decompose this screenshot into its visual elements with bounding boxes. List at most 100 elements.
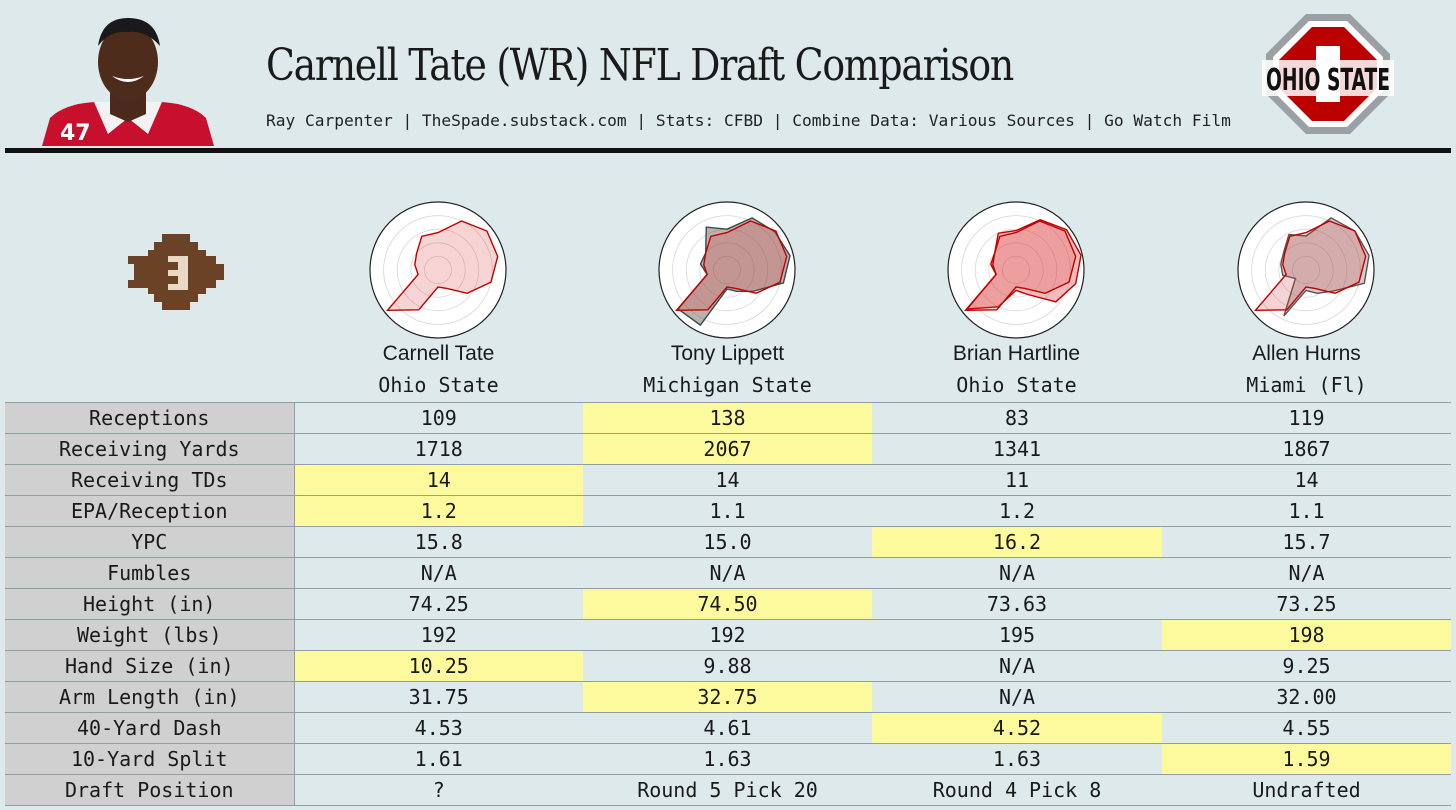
stat-cell: N/A	[583, 557, 872, 589]
stat-cell: 31.75	[294, 681, 583, 713]
player-school: Michigan State	[643, 373, 812, 397]
ohio-state-logo: OHIO STATE	[1262, 14, 1394, 134]
row-label: Weight (lbs)	[5, 619, 295, 651]
radar-chart	[369, 201, 507, 339]
radar-outline	[1237, 201, 1375, 339]
radar-grid-ring	[410, 242, 466, 298]
row-label: Receiving Yards	[5, 433, 295, 465]
stat-cell: N/A	[1162, 557, 1451, 589]
stat-cell: N/A	[294, 557, 583, 589]
radar-chart	[1237, 201, 1375, 339]
stat-cell: 14	[583, 464, 872, 496]
table-row: 10-Yard Split 1.61 1.63 1.63 1.59	[5, 743, 1451, 775]
header-divider	[5, 148, 1451, 153]
stat-cell: 83	[872, 402, 1162, 434]
table-row: Fumbles N/A N/A N/A N/A	[5, 557, 1451, 589]
table-row: EPA/Reception 1.2 1.1 1.2 1.1	[5, 495, 1451, 527]
stat-cell: 1.61	[294, 743, 583, 775]
row-label: 40-Yard Dash	[5, 712, 295, 744]
player-name: Allen Hurns	[1252, 342, 1361, 365]
radar-chart	[658, 201, 796, 339]
stat-cell: 15.8	[294, 526, 583, 558]
stat-cell: 195	[872, 619, 1162, 651]
stat-cell: N/A	[872, 681, 1162, 713]
stat-cell: 1867	[1162, 433, 1451, 465]
radar-grid-ring	[713, 256, 742, 285]
subtitle-credits: Ray Carpenter | TheSpade.substack.com | …	[266, 111, 1231, 130]
stat-cell: 32.75	[583, 681, 872, 713]
table-row: Receptions 109 138 83 119	[5, 402, 1451, 434]
row-label: Fumbles	[5, 557, 295, 589]
radar-grid-ring	[961, 215, 1071, 325]
radar-grid-ring	[396, 228, 480, 312]
spade-logo-icon	[128, 234, 224, 310]
stat-cell: 4.61	[583, 712, 872, 744]
stat-cell: Undrafted	[1162, 774, 1451, 806]
row-label: Receptions	[5, 402, 295, 434]
stat-cell: 1.63	[583, 743, 872, 775]
stat-cell: 14	[294, 464, 583, 496]
stat-cell: 74.50	[583, 588, 872, 620]
table-row: Height (in) 74.25 74.50 73.63 73.25	[5, 588, 1451, 620]
radar-polygon-carnell-tate	[674, 220, 788, 312]
radar-grid-ring	[1278, 242, 1334, 298]
row-label: Hand Size (in)	[5, 650, 295, 682]
stat-cell: 4.53	[294, 712, 583, 744]
row-label: Height (in)	[5, 588, 295, 620]
stat-cell: 1718	[294, 433, 583, 465]
table-row: YPC 15.8 15.0 16.2 15.7	[5, 526, 1451, 558]
player-name: Brian Hartline	[952, 342, 1081, 365]
svg-text:47: 47	[60, 121, 91, 146]
radar-grid-ring	[988, 242, 1044, 298]
stat-cell: 4.55	[1162, 712, 1451, 744]
row-label: YPC	[5, 526, 295, 558]
page-title: Carnell Tate (WR) NFL Draft Comparison	[266, 40, 1014, 91]
stat-cell: Round 5 Pick 20	[583, 774, 872, 806]
player-name: Carnell Tate	[382, 342, 495, 365]
stat-cell: 192	[583, 619, 872, 651]
row-label: 10-Yard Split	[5, 743, 295, 775]
radar-grid-ring	[699, 242, 755, 298]
stat-cell: 15.7	[1162, 526, 1451, 558]
table-row: Receiving Yards 1718 2067 1341 1867	[5, 433, 1451, 465]
radar-grid-ring	[1002, 256, 1031, 285]
stat-cell: 1.63	[872, 743, 1162, 775]
stat-cell: N/A	[872, 557, 1162, 589]
stat-cell: Round 4 Pick 8	[872, 774, 1162, 806]
radar-outline	[369, 201, 507, 339]
stat-cell: 9.25	[1162, 650, 1451, 682]
radar-grid-ring	[383, 215, 493, 325]
stat-cell: 192	[294, 619, 583, 651]
stat-cell: 2067	[583, 433, 872, 465]
stat-cell: 73.63	[872, 588, 1162, 620]
stat-cell: 16.2	[872, 526, 1162, 558]
header: 47 Carnell Tate (WR) NFL Draft Compariso…	[0, 0, 1456, 150]
stat-cell: 9.88	[583, 650, 872, 682]
stat-cell: 1.1	[1162, 495, 1451, 527]
stat-cell: 1.2	[294, 495, 583, 527]
table-row: Hand Size (in) 10.25 9.88 N/A 9.25	[5, 650, 1451, 682]
table-row: Weight (lbs) 192 192 195 198	[5, 619, 1451, 651]
stat-cell: 1.2	[872, 495, 1162, 527]
comparison-table: Receptions 109 138 83 119 Receiving Yards 1718…	[5, 402, 1451, 806]
stat-cell: 4.52	[872, 712, 1162, 744]
stat-cell: 32.00	[1162, 681, 1451, 713]
stat-cell: 1.59	[1162, 743, 1451, 775]
stat-cell: 119	[1162, 402, 1451, 434]
player-photo: 47	[42, 18, 214, 146]
table-row: 40-Yard Dash 4.53 4.61 4.52 4.55	[5, 712, 1451, 744]
stat-cell: 109	[294, 402, 583, 434]
radar-grid-ring	[974, 228, 1058, 312]
radar-grid-ring	[1251, 215, 1361, 325]
row-label: Draft Position	[5, 774, 295, 806]
player-name: Tony Lippett	[670, 342, 785, 365]
stat-cell: N/A	[872, 650, 1162, 682]
stat-cell: 1.1	[583, 495, 872, 527]
stat-cell: 11	[872, 464, 1162, 496]
logo-text: OHIO STATE	[1266, 63, 1390, 98]
player-school: Ohio State	[956, 373, 1077, 397]
radar-grid-ring	[1292, 256, 1321, 285]
row-label: EPA/Reception	[5, 495, 295, 527]
stat-cell: ?	[294, 774, 583, 806]
stat-cell: 1341	[872, 433, 1162, 465]
